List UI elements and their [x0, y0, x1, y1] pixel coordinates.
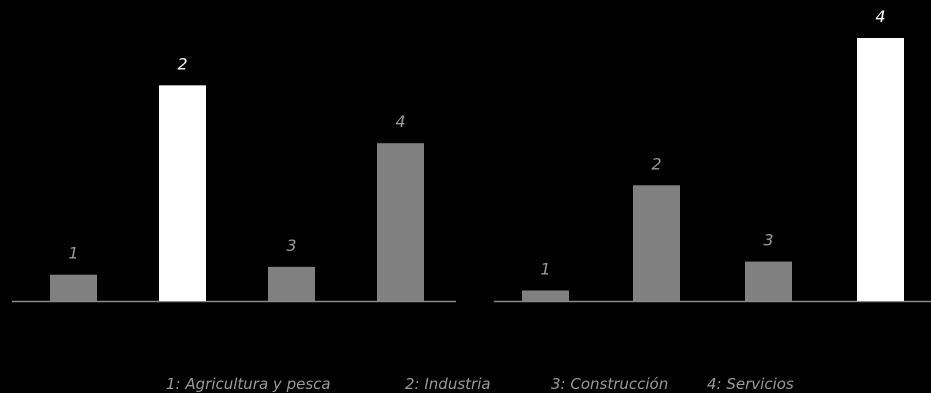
bar-label-chart1-2: 2 [177, 54, 187, 73]
bar-chart2-3 [745, 261, 792, 301]
bar-chart1-1 [50, 274, 97, 301]
bar-label-chart2-1: 1 [540, 259, 550, 278]
legend-item-construccion: 3: Construcción [551, 375, 668, 393]
legend-item-industria: 2: Industria [405, 375, 491, 393]
legend-item-servicios: 4: Servicios [707, 375, 794, 393]
legend-item-agricultura: 1: Agricultura y pesca [166, 375, 331, 393]
bar-label-chart2-2: 2 [651, 154, 661, 173]
bar-chart1-2 [159, 85, 206, 301]
bar-chart1-4 [377, 143, 424, 301]
bar-label-chart1-1: 1 [68, 244, 78, 263]
bar-label-chart1-3: 3 [286, 236, 296, 255]
bar-chart2-2 [633, 185, 680, 301]
bar-label-chart2-4: 4 [875, 7, 885, 26]
bar-label-chart2-3: 3 [763, 231, 773, 250]
bar-label-chart1-4: 4 [395, 112, 405, 131]
bar-chart2-4 [857, 38, 904, 301]
bar-chart2-1 [522, 290, 569, 301]
bar-chart1-3 [268, 266, 315, 301]
